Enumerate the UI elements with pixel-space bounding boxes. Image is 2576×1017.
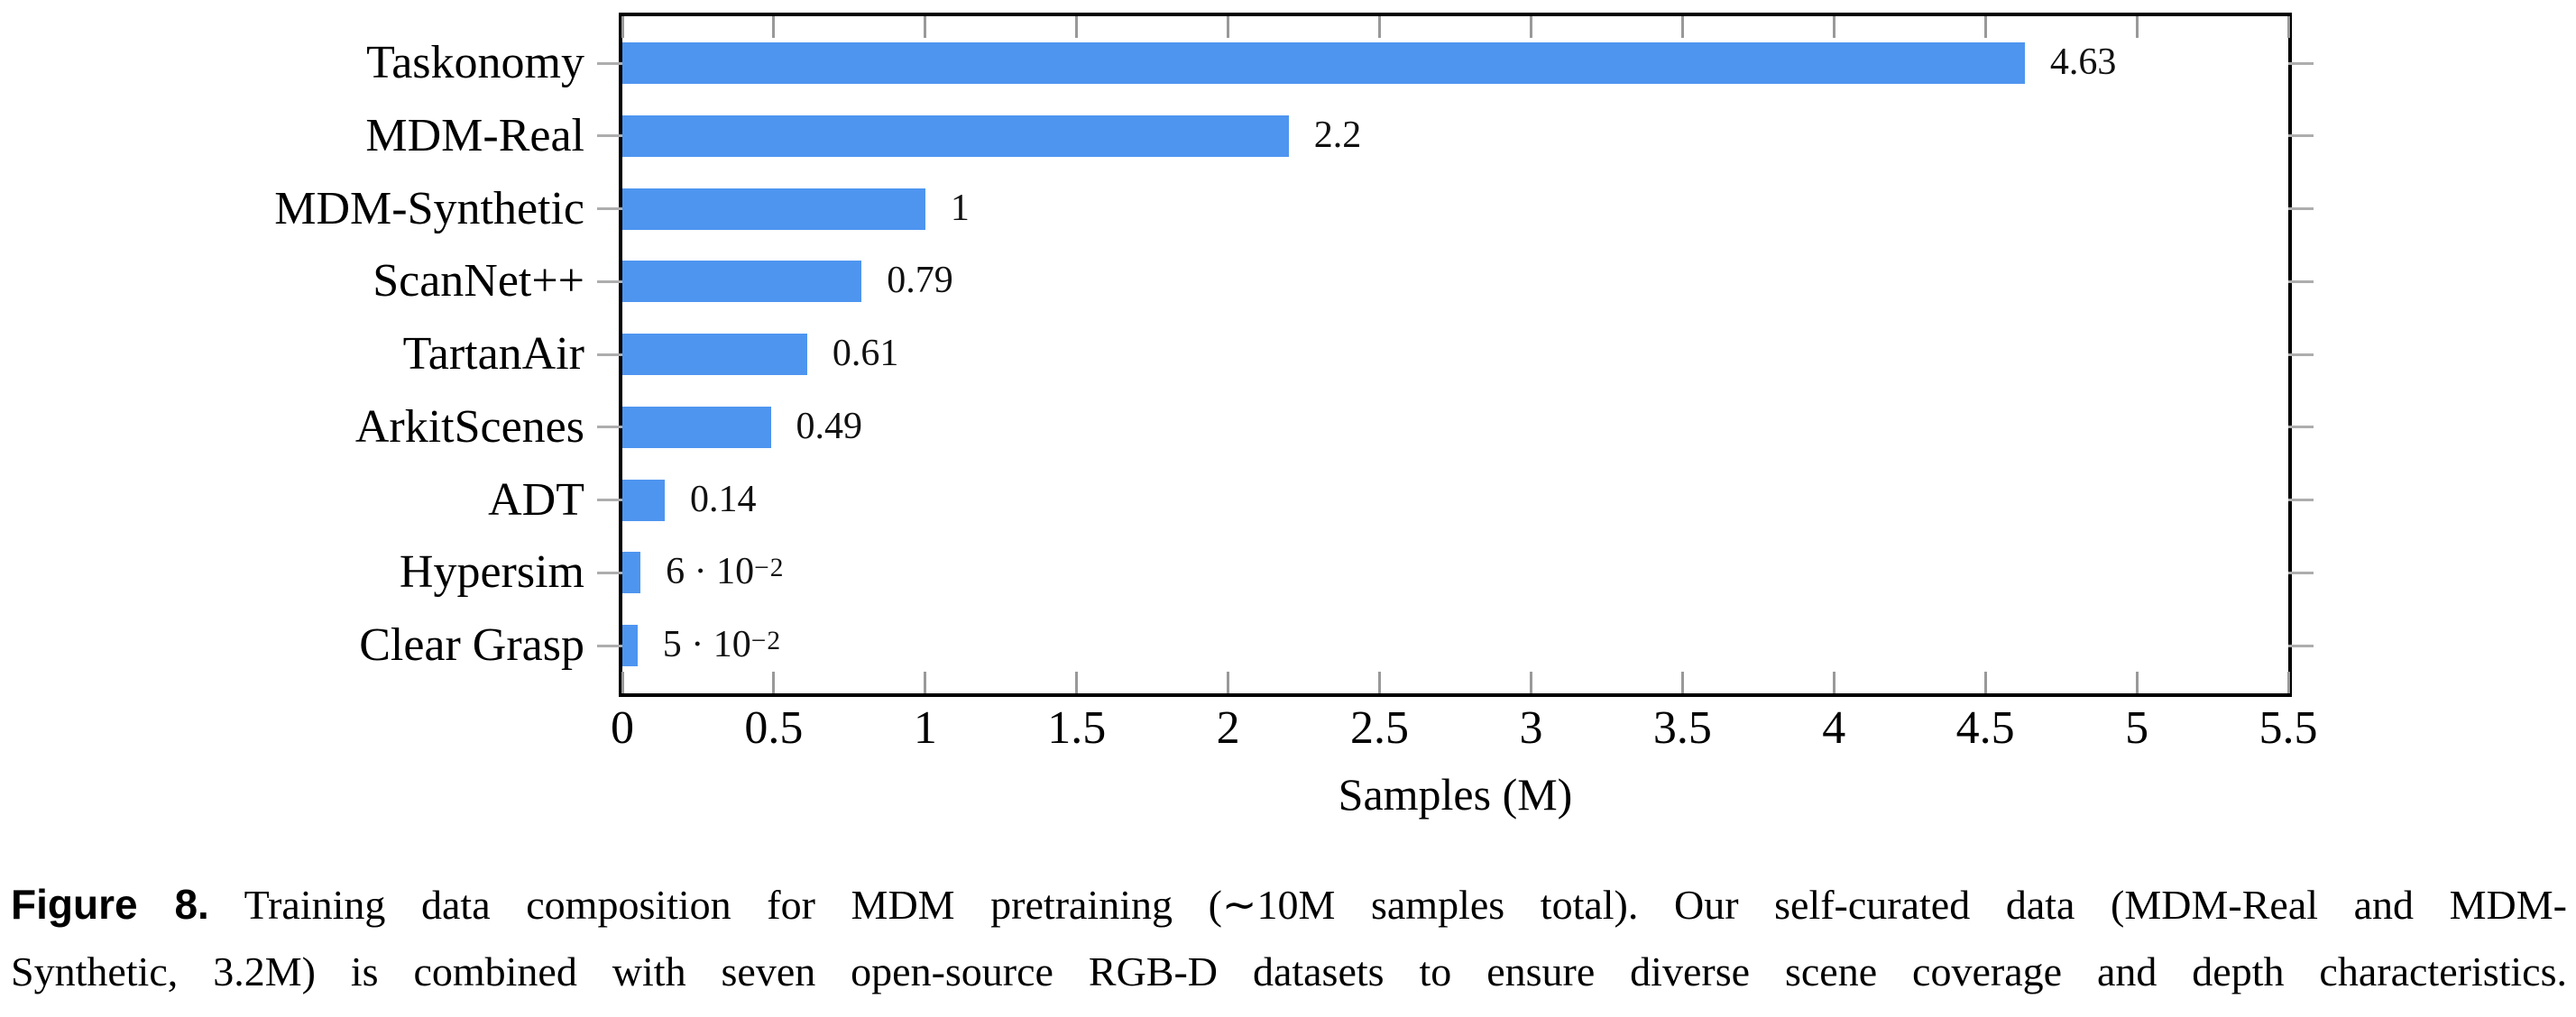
x-tick-label: 3.5 [1652, 702, 1712, 754]
x-tick-label: 4.5 [1955, 702, 2015, 754]
x-tick-mark [2286, 672, 2290, 693]
x-tick-mark [621, 16, 624, 38]
y-tick-mark [597, 499, 622, 501]
x-tick-mark [1227, 16, 1230, 38]
y-tick-mark [597, 207, 622, 210]
value-label: 0.14 [690, 478, 757, 520]
x-tick-mark [1529, 672, 1532, 693]
x-tick-mark [1983, 672, 1987, 693]
x-tick-mark [1983, 16, 1987, 38]
y-tick-mark [597, 353, 622, 356]
y-tick-mark [597, 571, 622, 574]
y-tick-mark [2288, 353, 2314, 356]
value-label: 0.61 [832, 333, 899, 375]
x-tick-mark [1227, 672, 1230, 693]
x-tick-mark [621, 672, 624, 693]
x-tick-mark [772, 16, 776, 38]
x-tick-label: 4 [1822, 702, 1846, 754]
x-tick-mark [1832, 672, 1835, 693]
caption-text-line-1: Training data composition for MDM pretra… [244, 882, 2567, 928]
x-tick-mark [924, 672, 927, 693]
value-exponent: −2 [750, 627, 782, 656]
x-tick-mark [1680, 672, 1684, 693]
x-tick-mark [1529, 16, 1532, 38]
x-tick-label: 5 [2125, 702, 2149, 754]
caption-line-2: Synthetic, 3.2M) is combined with seven … [11, 948, 2567, 994]
bar [622, 406, 771, 448]
y-tick-mark [2288, 134, 2314, 138]
category-label: Hypersim [399, 546, 584, 599]
value-label: 6 · 10−2 [666, 551, 785, 593]
y-tick-mark [597, 426, 622, 429]
value-label: 0.49 [796, 405, 863, 447]
x-tick-mark [1378, 672, 1382, 693]
bar [622, 334, 807, 375]
figure-number-label: Figure 8. [11, 881, 209, 928]
figure-caption: Figure 8. Training data composition for … [11, 871, 2567, 1005]
x-tick-label: 2.5 [1350, 702, 1410, 754]
y-tick-mark [2288, 499, 2314, 501]
value-exponent: −2 [754, 554, 785, 583]
y-tick-mark [2288, 644, 2314, 647]
x-tick-mark [1075, 672, 1079, 693]
plot-area: 0 0.5 1 1.5 2 2.5 3 3.5 4 4.5 5 5.5 Taskonomy 4.63 MDM… [274, 13, 2318, 752]
bar [622, 42, 2025, 84]
value-label: 0.79 [887, 260, 953, 302]
x-tick-label: 1 [913, 702, 937, 754]
category-label: ArkitScenes [354, 400, 584, 453]
x-tick-mark [1075, 16, 1079, 38]
bar [622, 479, 665, 521]
x-tick-mark [924, 16, 927, 38]
x-tick-label: 0 [611, 702, 634, 754]
bar [622, 188, 925, 230]
category-label: Clear Grasp [359, 619, 584, 671]
y-tick-mark [597, 279, 622, 283]
bar [622, 261, 862, 303]
x-tick-mark [1680, 16, 1684, 38]
y-tick-mark [597, 61, 622, 65]
y-tick-mark [2288, 61, 2314, 65]
bar [622, 625, 638, 666]
value-label: 5 · 10−2 [662, 624, 782, 666]
category-label: MDM-Synthetic [274, 182, 584, 234]
y-tick-mark [2288, 426, 2314, 429]
x-tick-mark [2286, 16, 2290, 38]
category-label: ScanNet++ [373, 255, 584, 307]
x-tick-label: 5.5 [2259, 702, 2318, 754]
category-label: Taskonomy [366, 37, 584, 88]
bar [622, 552, 641, 594]
x-tick-label: 2 [1216, 702, 1240, 754]
x-tick-mark [1832, 16, 1835, 38]
x-tick-mark [1378, 16, 1382, 38]
x-tick-mark [2135, 672, 2139, 693]
value-label: 2.2 [1313, 114, 1362, 156]
category-label: MDM-Real [365, 109, 584, 161]
y-tick-mark [2288, 279, 2314, 283]
category-label: ADT [488, 473, 584, 526]
category-label: TartanAir [402, 328, 584, 380]
bar [622, 115, 1289, 157]
x-tick-label: 0.5 [744, 702, 804, 754]
x-tick-label: 3 [1519, 702, 1543, 754]
y-tick-mark [597, 134, 622, 138]
caption-line-1: Figure 8. Training data composition for … [11, 871, 2567, 939]
x-axis-label: Samples (M) [1338, 769, 1573, 820]
y-tick-mark [597, 644, 622, 647]
y-tick-mark [2288, 207, 2314, 210]
value-label: 4.63 [2049, 41, 2117, 84]
value-label: 1 [950, 187, 970, 229]
x-tick-mark [2135, 16, 2139, 38]
y-tick-mark [2288, 571, 2314, 574]
x-tick-mark [772, 672, 776, 693]
x-tick-label: 1.5 [1047, 702, 1107, 754]
